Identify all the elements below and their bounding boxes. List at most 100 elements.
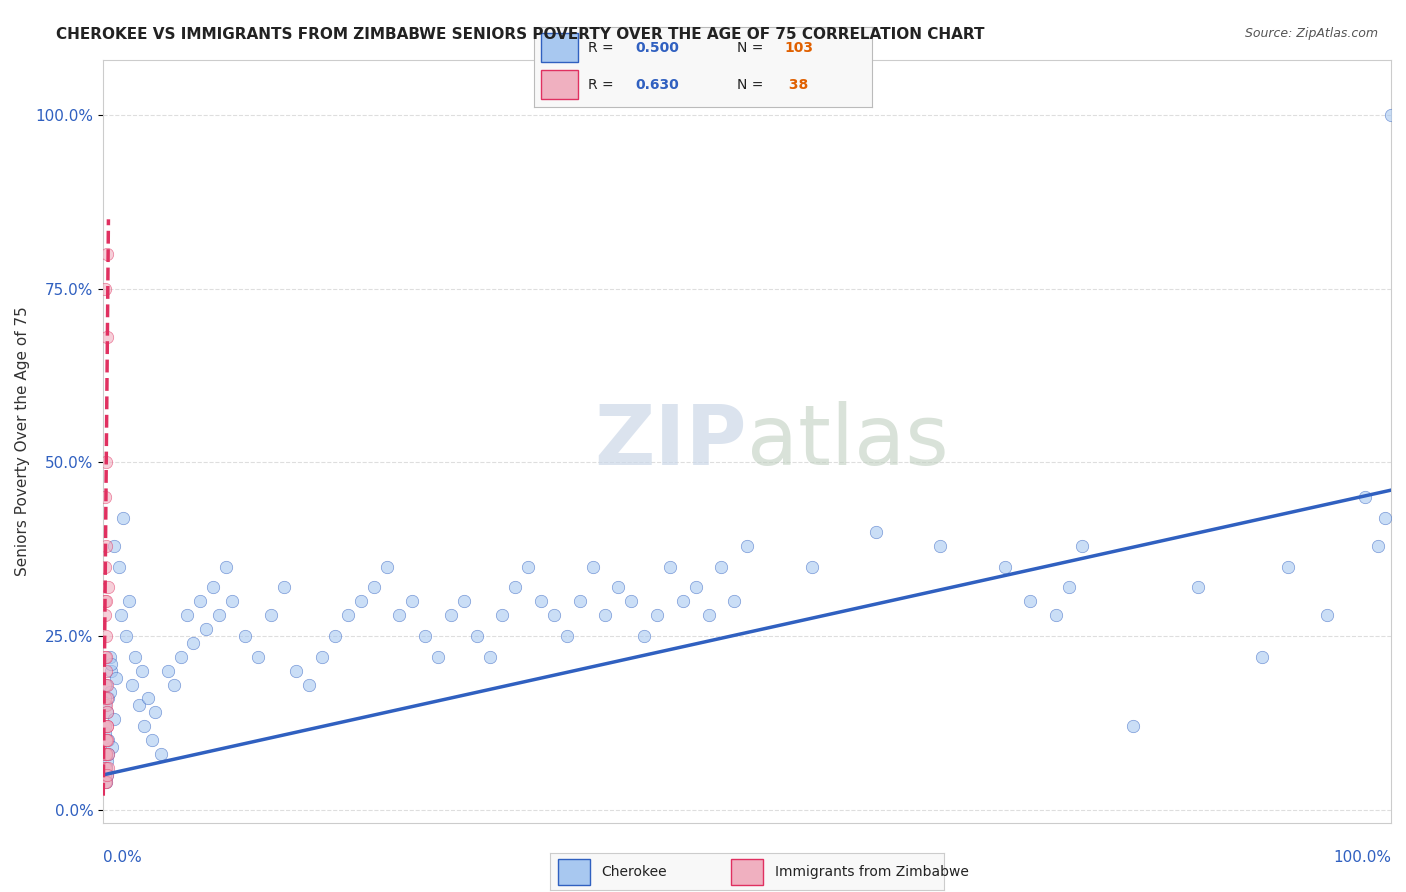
Point — [94, 455, 117, 469]
Point — [97, 580, 120, 594]
Point — [138, 691, 160, 706]
Point — [128, 698, 150, 713]
Point — [685, 580, 707, 594]
Point — [94, 677, 117, 691]
Text: R =: R = — [588, 41, 619, 54]
Point — [672, 594, 695, 608]
FancyBboxPatch shape — [541, 70, 578, 99]
Point — [94, 747, 117, 761]
Point — [530, 594, 553, 608]
Point — [93, 691, 115, 706]
Point — [246, 649, 269, 664]
Text: atlas: atlas — [747, 401, 949, 482]
Point — [96, 247, 118, 261]
Point — [96, 768, 118, 782]
Point — [645, 608, 668, 623]
Point — [555, 629, 578, 643]
Point — [273, 580, 295, 594]
Point — [350, 594, 373, 608]
Point — [93, 747, 115, 761]
Point — [96, 754, 118, 768]
Point — [465, 629, 488, 643]
Point — [183, 636, 205, 650]
Point — [388, 608, 411, 623]
Text: N =: N = — [737, 78, 768, 92]
Point — [96, 733, 118, 747]
Point — [100, 657, 122, 671]
Point — [98, 649, 121, 664]
Point — [478, 649, 501, 664]
Point — [214, 559, 236, 574]
Point — [103, 539, 125, 553]
Point — [97, 733, 120, 747]
Point — [865, 524, 887, 539]
Point — [543, 608, 565, 623]
Text: R =: R = — [588, 78, 619, 92]
Point — [1057, 580, 1080, 594]
Point — [1071, 539, 1094, 553]
Point — [94, 664, 117, 678]
Point — [103, 712, 125, 726]
Point — [94, 698, 117, 713]
Point — [93, 282, 115, 296]
Point — [93, 649, 115, 664]
Point — [101, 740, 124, 755]
Point — [188, 594, 211, 608]
Point — [800, 559, 823, 574]
Point — [607, 580, 630, 594]
Point — [93, 608, 115, 623]
Point — [93, 719, 115, 733]
Point — [453, 594, 475, 608]
Point — [96, 719, 118, 733]
Point — [94, 733, 117, 747]
Point — [440, 608, 463, 623]
Point — [121, 677, 143, 691]
Point — [427, 649, 450, 664]
Point — [107, 559, 129, 574]
Point — [93, 559, 115, 574]
Point — [143, 706, 166, 720]
Point — [100, 664, 122, 678]
Text: Immigrants from Zimbabwe: Immigrants from Zimbabwe — [775, 864, 969, 879]
Point — [93, 726, 115, 740]
Point — [1251, 649, 1274, 664]
Text: 0.500: 0.500 — [636, 41, 679, 54]
Y-axis label: Seniors Poverty Over the Age of 75: Seniors Poverty Over the Age of 75 — [15, 307, 30, 576]
Text: Source: ZipAtlas.com: Source: ZipAtlas.com — [1244, 27, 1378, 40]
Point — [97, 747, 120, 761]
Point — [105, 671, 128, 685]
Point — [413, 629, 436, 643]
Point — [176, 608, 198, 623]
Point — [208, 608, 231, 623]
Point — [94, 774, 117, 789]
Point — [94, 774, 117, 789]
Point — [163, 677, 186, 691]
Point — [96, 706, 118, 720]
Point — [1367, 539, 1389, 553]
Point — [94, 733, 117, 747]
Point — [131, 664, 153, 678]
Point — [1277, 559, 1299, 574]
Point — [375, 559, 398, 574]
Point — [595, 608, 617, 623]
Point — [633, 629, 655, 643]
Point — [1316, 608, 1339, 623]
Point — [336, 608, 359, 623]
Point — [110, 608, 132, 623]
FancyBboxPatch shape — [558, 858, 589, 885]
Point — [96, 768, 118, 782]
Point — [723, 594, 745, 608]
Point — [517, 559, 540, 574]
Point — [93, 774, 115, 789]
Point — [491, 608, 513, 623]
Point — [94, 747, 117, 761]
Point — [1019, 594, 1042, 608]
Point — [93, 768, 115, 782]
Point — [94, 539, 117, 553]
Point — [93, 594, 115, 608]
Point — [505, 580, 527, 594]
Point — [285, 664, 308, 678]
Point — [298, 677, 321, 691]
Point — [96, 677, 118, 691]
Point — [93, 490, 115, 504]
